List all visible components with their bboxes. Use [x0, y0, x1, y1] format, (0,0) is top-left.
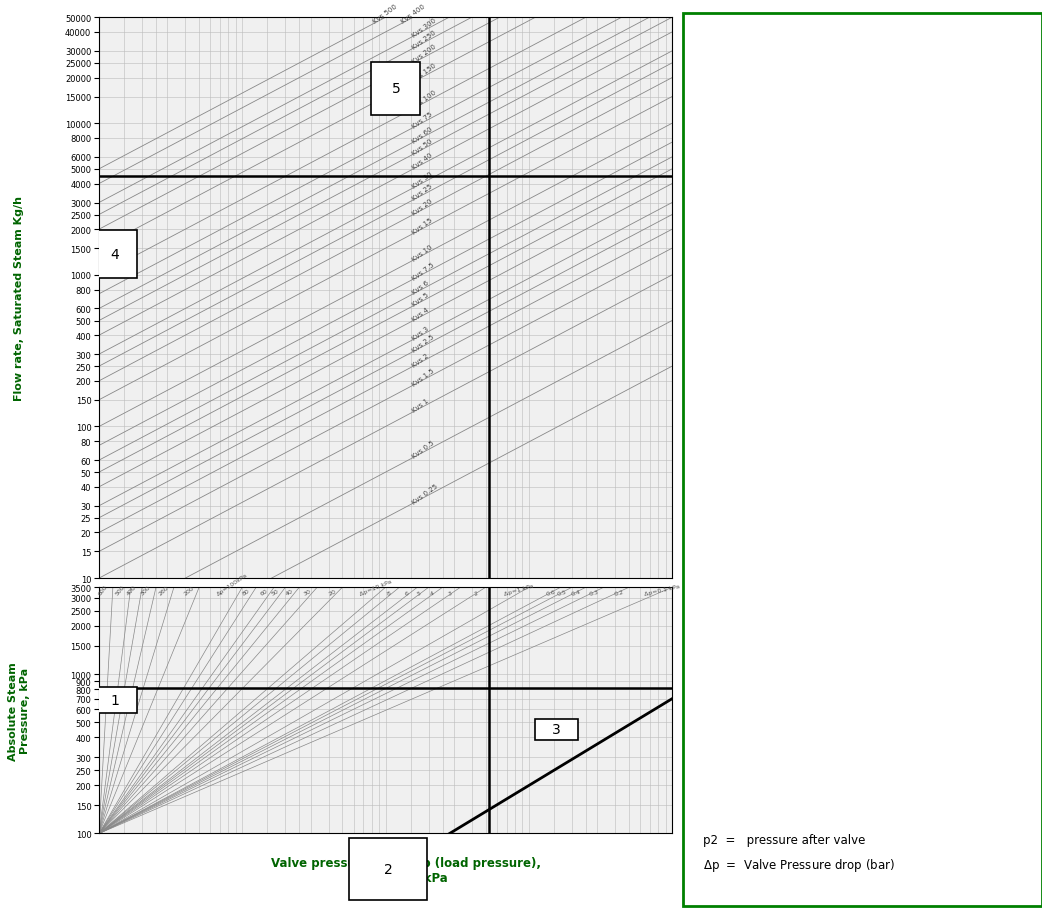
Text: v$_2$  =   Specific volume (from steam: v$_2$ = Specific volume (from steam: [706, 688, 918, 704]
FancyBboxPatch shape: [94, 687, 137, 713]
Text: Kvs 7.5: Kvs 7.5: [411, 261, 435, 281]
Text: 4: 4: [110, 248, 120, 261]
Text: Kvs 500: Kvs 500: [372, 4, 398, 26]
FancyBboxPatch shape: [371, 63, 420, 117]
Text: 50: 50: [271, 589, 280, 597]
Text: 500: 500: [115, 584, 126, 597]
Text: Kvs 250: Kvs 250: [411, 29, 437, 50]
Text: Kvs 1.5: Kvs 1.5: [411, 367, 435, 387]
Text: 0.2: 0.2: [614, 589, 624, 597]
Text: $\mathbf{\Delta P\ >\ \dfrac{P_1}{2}}$: $\mathbf{\Delta P\ >\ \dfrac{P_1}{2}}$: [706, 355, 772, 386]
Text: 2: 2: [473, 590, 478, 597]
Text: Kvs 4: Kvs 4: [411, 307, 429, 322]
Text: Kvs 40: Kvs 40: [411, 152, 433, 171]
Text: 400: 400: [126, 585, 138, 597]
Text: Valve pressure drop, Δp (load pressure),
              kPa: Valve pressure drop, Δp (load pressure),…: [271, 856, 542, 885]
Text: p1  =   pressure before valve: p1 = pressure before valve: [706, 875, 878, 888]
Text: 0.5: 0.5: [556, 589, 567, 597]
Text: 200: 200: [183, 585, 195, 597]
Text: $\mathbf{\Delta P\ >\ \dfrac{P_1}{2}}$: $\mathbf{\Delta P\ >\ \dfrac{P_1}{2}}$: [706, 145, 772, 176]
Text: G  =   Mass flow rate (Kg/h): G = Mass flow rate (Kg/h): [706, 635, 869, 648]
Text: 260: 260: [157, 585, 170, 597]
Text: 8: 8: [387, 590, 392, 597]
Text: Δp=1 kPa: Δp=1 kPa: [503, 583, 534, 597]
Text: 4: 4: [429, 590, 436, 597]
Text: $\Delta$p  =  Valve Pressure drop (bar): $\Delta$p = Valve Pressure drop (bar): [703, 856, 895, 874]
Text: Kvs 150: Kvs 150: [411, 63, 437, 84]
Text: Kvs 50: Kvs 50: [411, 138, 433, 157]
Text: 600: 600: [97, 584, 108, 597]
Text: 0.6: 0.6: [545, 589, 555, 597]
Text: Kvs 20: Kvs 20: [411, 198, 433, 217]
Text: Kvs 100: Kvs 100: [411, 89, 437, 111]
Text: Kvs 5: Kvs 5: [411, 292, 429, 308]
Text: 5: 5: [392, 82, 400, 97]
Text: $K_{vs}\ =\ \dfrac{G}{31.6}\ \times\ \sqrt{\dfrac{v_2}{\Delta p}}$: $K_{vs}\ =\ \dfrac{G}{31.6}\ \times\ \sq…: [855, 76, 1000, 113]
Text: table) for $\frac{P_1}{2}$  and t$_1$ condition: table) for $\frac{P_1}{2}$ and t$_1$ con…: [729, 836, 900, 859]
Text: Kvs 10: Kvs 10: [411, 243, 433, 262]
Text: Key: Key: [706, 469, 741, 486]
Text: 40: 40: [284, 589, 294, 597]
Text: Kvs 400: Kvs 400: [400, 4, 426, 26]
Text: V* =   Specific volume (from steam: V* = Specific volume (from steam: [706, 783, 915, 796]
Text: (Control valve fully open).: (Control valve fully open).: [729, 582, 883, 596]
Text: 0.4: 0.4: [570, 589, 581, 597]
Text: table) for p$_2$ and t$_1$ condition: table) for p$_2$ and t$_1$ condition: [729, 740, 899, 757]
FancyBboxPatch shape: [535, 719, 577, 740]
Text: Kvs 0.25: Kvs 0.25: [411, 483, 439, 505]
Text: Kvs 60: Kvs 60: [411, 126, 433, 144]
Text: Kvs 6: Kvs 6: [411, 280, 429, 296]
Text: 300: 300: [140, 585, 152, 597]
Text: Kvs 1: Kvs 1: [411, 398, 429, 414]
Text: 6: 6: [404, 590, 410, 597]
Text: Kvs 15: Kvs 15: [411, 217, 433, 236]
Text: Kvs 200: Kvs 200: [411, 44, 437, 66]
Text: 80: 80: [242, 588, 251, 597]
Text: Kvs 2.5: Kvs 2.5: [411, 333, 435, 353]
Text: 5: 5: [416, 590, 421, 597]
Text: p2  =   pressure after valve: p2 = pressure after valve: [703, 834, 866, 846]
Text: Kvs 25: Kvs 25: [411, 183, 433, 202]
Text: Flow rate, Saturated Steam Kg/h: Flow rate, Saturated Steam Kg/h: [14, 196, 24, 401]
Text: 30: 30: [302, 589, 312, 597]
Text: Δp=10 kPa: Δp=10 kPa: [358, 578, 392, 597]
Text: 3: 3: [448, 590, 453, 597]
Text: Δp=0.1 kPa: Δp=0.1 kPa: [644, 584, 680, 597]
Text: 0.3: 0.3: [589, 589, 599, 597]
Text: Kvs 30: Kvs 30: [411, 171, 433, 190]
Text: $K_{vs}\ =\ \dfrac{G}{31.6}\ \times\ \sqrt{\dfrac{2\ \times\ v^*}{p_1}}$: $K_{vs}\ =\ \dfrac{G}{31.6}\ \times\ \sq…: [855, 285, 1035, 322]
Text: Kvs 300: Kvs 300: [411, 17, 437, 38]
Text: 20: 20: [327, 589, 337, 597]
Text: Absolute Steam
Pressure, kPa: Absolute Steam Pressure, kPa: [8, 661, 29, 760]
Text: $\mathbf{P_2\ >\ \dfrac{P_1}{2}}$: $\mathbf{P_2\ >\ \dfrac{P_1}{2}}$: [706, 49, 769, 80]
Text: $\mathbf{P2\ <\ \dfrac{P_1}{2}}$: $\mathbf{P2\ <\ \dfrac{P_1}{2}}$: [706, 259, 771, 290]
Text: Kvs = Valve flow co-efficient,: Kvs = Valve flow co-efficient,: [706, 530, 878, 543]
Text: 60: 60: [259, 589, 269, 597]
Text: Kvs 0.5: Kvs 0.5: [411, 439, 435, 459]
Text: 3: 3: [552, 722, 561, 736]
Text: 2: 2: [384, 862, 393, 876]
Text: Kvs 75: Kvs 75: [411, 111, 433, 129]
Text: Kvs 2: Kvs 2: [411, 353, 429, 368]
Text: Δp=100kPa: Δp=100kPa: [216, 572, 248, 597]
Text: Kvs 3: Kvs 3: [411, 325, 429, 342]
Text: 1: 1: [110, 693, 120, 707]
FancyBboxPatch shape: [94, 231, 137, 279]
